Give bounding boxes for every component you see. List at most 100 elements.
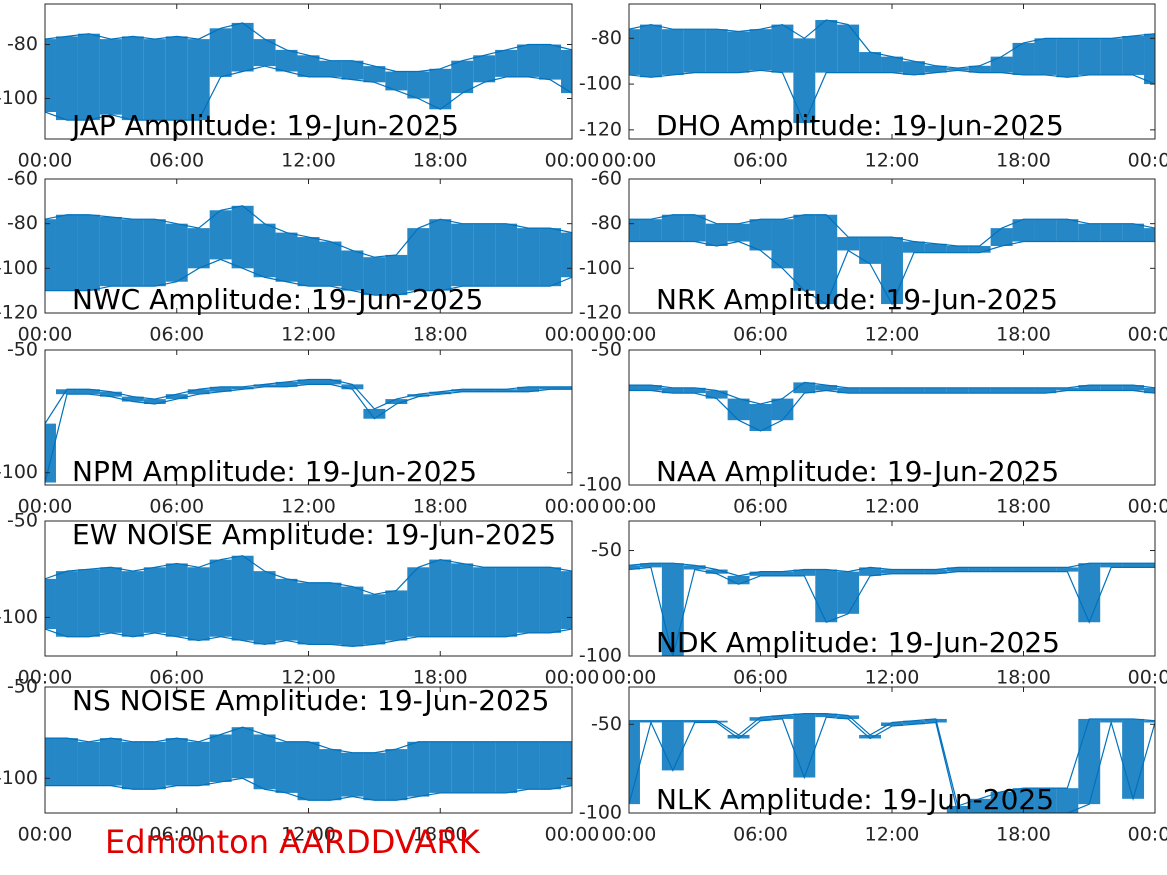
x-tick-label: 00:00 bbox=[545, 824, 600, 846]
range-bar bbox=[275, 232, 298, 282]
range-bar bbox=[319, 60, 342, 77]
range-bar bbox=[275, 49, 298, 72]
x-tick-label: 18:00 bbox=[996, 150, 1051, 172]
envelope-line bbox=[629, 381, 1155, 405]
range-bar bbox=[705, 223, 728, 246]
y-tick-label: -80 bbox=[7, 212, 38, 234]
range-bar bbox=[451, 741, 474, 793]
range-bar bbox=[1034, 219, 1057, 242]
range-bar bbox=[297, 379, 320, 385]
range-bar bbox=[629, 385, 640, 391]
range-bar bbox=[231, 205, 254, 269]
caption: Edmonton AARDDVARK bbox=[105, 823, 481, 861]
range-bar bbox=[561, 741, 572, 786]
panel: -50 -100 00:00 06:00 12:00 18:00 00:00 NS NOISE… bbox=[0, 676, 599, 846]
range-bar bbox=[77, 214, 100, 291]
y-tick-label: -50 bbox=[591, 539, 622, 561]
range-bar bbox=[77, 741, 100, 786]
range-bar bbox=[629, 720, 640, 805]
data-layer bbox=[45, 555, 572, 647]
range-bar bbox=[385, 749, 408, 801]
range-bar bbox=[661, 214, 684, 242]
range-bar bbox=[165, 223, 188, 282]
range-bar bbox=[990, 387, 1013, 394]
range-bar bbox=[143, 219, 166, 287]
envelope-line bbox=[629, 713, 1155, 807]
envelope-line bbox=[629, 389, 1155, 432]
range-bar bbox=[1144, 563, 1155, 568]
range-bar bbox=[881, 569, 903, 574]
x-tick-label: 12:00 bbox=[281, 496, 336, 518]
envelope-line bbox=[45, 22, 572, 73]
x-tick-label: 12:00 bbox=[865, 150, 920, 172]
range-bar bbox=[517, 44, 540, 77]
range-bar bbox=[143, 399, 166, 404]
y-tick-label: -60 bbox=[591, 168, 622, 190]
panel-title: NAA Amplitude: 19-Jun-2025 bbox=[656, 455, 1059, 488]
range-bar bbox=[639, 24, 662, 78]
range-bar bbox=[275, 578, 298, 641]
x-tick-label: 06:00 bbox=[149, 150, 204, 172]
range-bar bbox=[385, 254, 408, 296]
envelope-line bbox=[45, 65, 572, 121]
y-tick-label: -100 bbox=[0, 461, 38, 483]
data-layer bbox=[45, 22, 572, 121]
x-tick-label: 00:00 bbox=[1128, 496, 1167, 518]
range-bar bbox=[539, 228, 562, 287]
envelope-line bbox=[45, 628, 572, 647]
x-tick-label: 12:00 bbox=[281, 150, 336, 172]
range-bar bbox=[968, 246, 991, 253]
panel-title: NWC Amplitude: 19-Jun-2025 bbox=[72, 283, 483, 316]
y-tick-label: -50 bbox=[591, 339, 622, 361]
x-tick-label: 18:00 bbox=[413, 150, 468, 172]
panel: -80 -100 00:00 06:00 12:00 18:00 00:00 JAP Ampl… bbox=[0, 3, 599, 172]
x-tick-label: 00:00 bbox=[1128, 324, 1167, 346]
range-bar bbox=[705, 390, 728, 399]
range-bar bbox=[1122, 36, 1145, 75]
range-bar bbox=[407, 71, 430, 99]
range-bar bbox=[1012, 42, 1035, 75]
x-tick-label: 00:00 bbox=[602, 667, 657, 689]
range-bar bbox=[451, 223, 474, 287]
panel: -50 -100 00:00 06:00 12:00 18:00 00:00 EW NOISE… bbox=[0, 510, 599, 689]
range-bar bbox=[275, 741, 298, 793]
range-bar bbox=[946, 68, 969, 71]
range-bar bbox=[99, 391, 122, 397]
range-bar bbox=[629, 29, 640, 75]
range-bar bbox=[815, 214, 838, 305]
range-bar bbox=[363, 408, 386, 419]
range-bar bbox=[1100, 563, 1123, 568]
y-tick-label: -100 bbox=[579, 73, 622, 95]
range-bar bbox=[473, 741, 496, 793]
range-bar bbox=[639, 219, 662, 242]
x-tick-label: 12:00 bbox=[865, 824, 920, 846]
range-bar bbox=[451, 60, 474, 94]
range-bar bbox=[705, 569, 728, 574]
range-bar bbox=[902, 569, 925, 574]
range-bar bbox=[561, 232, 572, 278]
range-bar bbox=[749, 404, 772, 431]
range-bar bbox=[253, 384, 276, 387]
y-tick-label: -100 bbox=[579, 474, 622, 496]
range-bar bbox=[815, 569, 838, 623]
range-bar bbox=[429, 391, 452, 395]
x-tick-label: 18:00 bbox=[996, 324, 1051, 346]
range-bar bbox=[539, 386, 562, 390]
x-tick-label: 12:00 bbox=[865, 324, 920, 346]
range-bar bbox=[473, 223, 496, 287]
range-bar bbox=[1144, 387, 1155, 394]
range-bar bbox=[45, 219, 56, 291]
range-bar bbox=[187, 567, 210, 641]
panel-title: NS NOISE Amplitude: 19-Jun-2025 bbox=[72, 684, 549, 717]
range-bar bbox=[407, 394, 430, 397]
envelope-line bbox=[629, 562, 1155, 577]
range-bar bbox=[683, 29, 706, 73]
data-layer bbox=[45, 205, 572, 296]
x-tick-label: 00:00 bbox=[1128, 667, 1167, 689]
range-bar bbox=[209, 210, 232, 260]
range-bar bbox=[749, 29, 772, 71]
y-tick-label: -100 bbox=[579, 645, 622, 667]
range-bar bbox=[859, 237, 882, 264]
range-bar bbox=[1122, 718, 1145, 799]
